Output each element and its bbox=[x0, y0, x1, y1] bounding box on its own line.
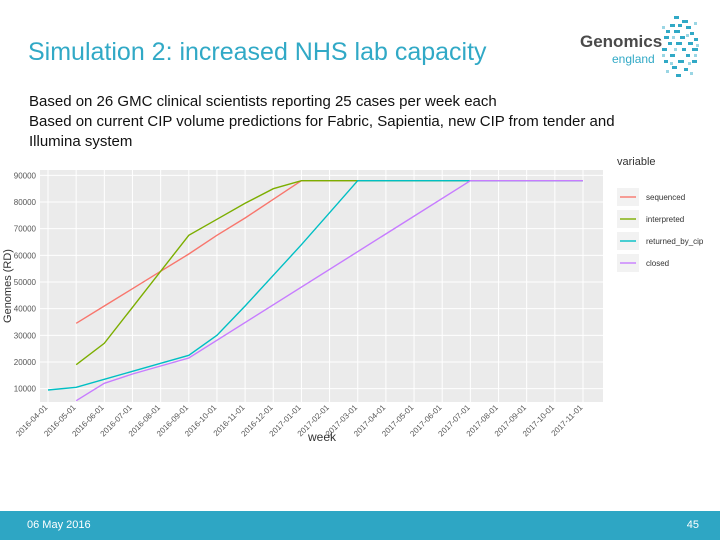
slide-subtitle: Based on 26 GMC clinical scientists repo… bbox=[29, 92, 689, 152]
subtitle-line: Based on 26 GMC clinical scientists repo… bbox=[29, 93, 497, 110]
plot-panel bbox=[40, 170, 603, 402]
y-tick-label: 90000 bbox=[14, 171, 37, 180]
logo-word-england: england bbox=[612, 52, 655, 66]
series-line-closed bbox=[75, 180, 583, 402]
logo-word-genomics: Genomics bbox=[580, 32, 663, 51]
page-number: 45 bbox=[686, 519, 699, 531]
y-tick-label: 70000 bbox=[14, 225, 37, 234]
y-tick-label: 30000 bbox=[14, 331, 37, 340]
legend-label: closed bbox=[646, 259, 669, 268]
series-lines bbox=[47, 180, 583, 402]
x-tick-label: 2017-11-01 bbox=[550, 403, 585, 438]
legend-label: sequenced bbox=[646, 193, 685, 202]
x-axis-label: week bbox=[307, 430, 337, 444]
y-tick-label: 80000 bbox=[14, 198, 37, 207]
x-axis-ticks: 2016-04-012016-05-012016-06-012016-07-01… bbox=[14, 403, 585, 439]
line-chart: 10000 20000 30000 40000 50000 60000 70000 80000… bbox=[2, 156, 704, 444]
y-axis-label: Genomes (RD) bbox=[2, 249, 14, 323]
genomics-england-logo: Genomics england bbox=[572, 14, 702, 80]
y-tick-label: 20000 bbox=[14, 358, 37, 367]
legend-title: variable bbox=[617, 156, 656, 168]
legend-label: returned_by_cip bbox=[646, 237, 704, 246]
series-line-returned-by-cip bbox=[47, 180, 583, 391]
y-tick-label: 40000 bbox=[14, 305, 37, 314]
footer-bar: 06 May 2016 45 bbox=[0, 511, 720, 540]
y-tick-label: 10000 bbox=[14, 385, 37, 394]
subtitle-line: Illumina system bbox=[29, 133, 133, 150]
logo-dot-pattern-icon bbox=[662, 16, 699, 77]
legend-label: interpreted bbox=[646, 215, 684, 224]
legend: variable sequenced interpreted returned_by… bbox=[617, 156, 704, 272]
slide-title: Simulation 2: increased NHS lab capacity bbox=[28, 38, 487, 66]
series-line-sequenced bbox=[75, 180, 583, 324]
y-tick-label: 50000 bbox=[14, 278, 37, 287]
y-tick-label: 60000 bbox=[14, 251, 37, 260]
y-axis-ticks: 10000 20000 30000 40000 50000 60000 70000 80000… bbox=[14, 171, 37, 393]
series-line-interpreted bbox=[75, 180, 583, 366]
subtitle-line: Based on current CIP volume predictions … bbox=[29, 113, 615, 130]
footer-date: 06 May 2016 bbox=[27, 519, 91, 531]
